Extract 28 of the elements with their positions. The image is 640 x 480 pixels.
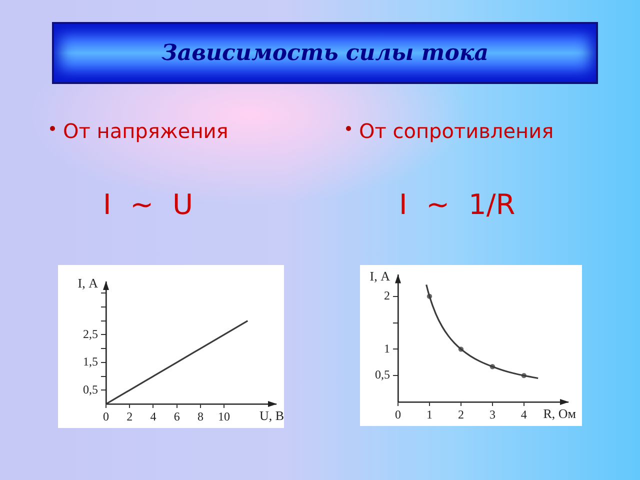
chart-subtitle: I ~ U xyxy=(103,188,194,222)
line-series xyxy=(106,320,248,404)
x-tick-label: 6 xyxy=(174,409,180,424)
y-tick-label: 0,5 xyxy=(83,382,98,396)
x-tick-label: 3 xyxy=(489,407,496,422)
x-axis-title: R, Ом xyxy=(543,406,576,421)
text: Зависимость силы тока xyxy=(161,40,489,66)
line-series xyxy=(426,284,539,380)
chart-subtitle: I ~ 1/R xyxy=(399,188,516,222)
x-axis-title: U, В xyxy=(259,408,284,423)
x-tick-label: 0 xyxy=(103,409,109,424)
y-axis-title: I, А xyxy=(370,268,391,284)
y-tick-label: 1,5 xyxy=(83,354,98,369)
x-tick-label: 2 xyxy=(126,409,133,424)
x-tick-label: 10 xyxy=(218,409,230,424)
y-tick-label: 2 xyxy=(384,288,390,302)
x-tick-label: 8 xyxy=(197,409,204,424)
x-tick-label: 4 xyxy=(150,409,156,424)
x-tick-label: 0 xyxy=(395,407,401,422)
y-tick-label: 2,5 xyxy=(83,326,98,341)
y-axis-title: I, А xyxy=(78,275,99,290)
chart-title: От напряжения xyxy=(63,119,228,143)
y-tick-label: 1 xyxy=(384,341,390,356)
x-tick-label: 4 xyxy=(520,407,527,422)
y-tick-label: 0,5 xyxy=(375,368,390,382)
x-tick-label: 1 xyxy=(426,407,432,422)
x-tick-label: 2 xyxy=(458,407,464,422)
chart-title: От сопротивления xyxy=(359,119,554,143)
